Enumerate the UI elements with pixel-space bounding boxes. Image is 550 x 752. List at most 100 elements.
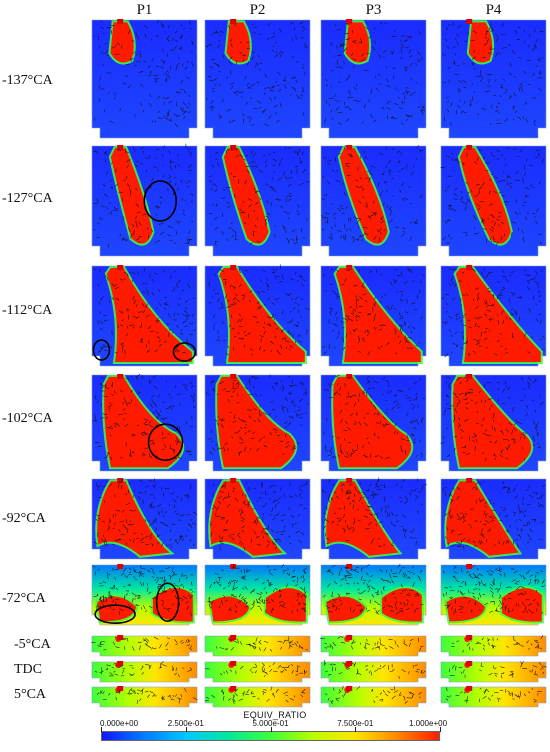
injector-nozzle xyxy=(230,564,237,569)
injector-nozzle xyxy=(346,145,353,150)
contour-panel xyxy=(320,19,427,139)
velocity-vectors xyxy=(319,636,424,652)
velocity-vectors xyxy=(323,563,424,615)
fuel-plume xyxy=(210,588,306,622)
fuel-plume xyxy=(446,588,542,622)
contour-panel xyxy=(204,686,311,708)
injector-nozzle xyxy=(466,635,473,640)
fuel-plume xyxy=(226,22,250,63)
colorbar-tick-label: 1.000e+00 xyxy=(408,719,448,728)
colorbar-tick-label: 7.500e-01 xyxy=(337,719,374,728)
contour-panel xyxy=(204,635,311,657)
injector-nozzle xyxy=(230,686,237,691)
velocity-vectors xyxy=(92,143,194,248)
fuel-plume xyxy=(453,376,532,468)
highlight-ellipse xyxy=(92,339,111,361)
injector-nozzle xyxy=(230,635,237,640)
fuel-plume xyxy=(333,376,412,468)
contour-panel xyxy=(91,478,198,560)
velocity-vectors xyxy=(216,636,309,652)
fuel-plume xyxy=(335,268,421,362)
injector-nozzle xyxy=(346,686,353,691)
contour-panel xyxy=(204,19,311,139)
injector-nozzle xyxy=(346,635,353,640)
velocity-vectors xyxy=(321,267,425,356)
injector-nozzle xyxy=(117,374,124,379)
velocity-vectors xyxy=(93,20,194,128)
row-label: -72°CA xyxy=(2,591,46,606)
velocity-vectors xyxy=(324,21,426,126)
velocity-vectors xyxy=(91,636,193,651)
contour-panel xyxy=(440,686,547,708)
contour-panel xyxy=(91,661,198,683)
contour-panel xyxy=(91,19,198,139)
contour-panel xyxy=(440,564,547,626)
injector-nozzle xyxy=(117,661,124,666)
fuel-plume xyxy=(326,481,399,556)
injector-nozzle xyxy=(117,564,124,569)
fuel-plume xyxy=(110,148,153,244)
velocity-vectors xyxy=(205,662,307,677)
fuel-plume xyxy=(223,148,269,244)
velocity-vectors xyxy=(440,147,544,246)
injector-nozzle xyxy=(230,19,237,24)
injector-nozzle xyxy=(466,564,473,569)
contour-panel xyxy=(320,265,427,367)
contour-panel xyxy=(204,563,311,626)
velocity-vectors xyxy=(96,687,198,704)
column-header-p3: P3 xyxy=(365,2,382,18)
colorbar-tick-mark xyxy=(440,727,441,732)
fuel-plume xyxy=(446,481,519,556)
injector-nozzle xyxy=(466,686,473,691)
injector-nozzle xyxy=(230,661,237,666)
injector-nozzle xyxy=(466,374,473,379)
injector-nozzle xyxy=(230,145,237,150)
colorbar-tick-mark xyxy=(270,727,272,732)
column-header-p4: P4 xyxy=(485,2,502,18)
injector-nozzle xyxy=(117,19,124,24)
velocity-vectors xyxy=(442,22,544,126)
column-headers: P1 P2 P3 P4 xyxy=(0,0,550,22)
velocity-vectors xyxy=(207,481,308,552)
fuel-plume xyxy=(345,22,370,63)
contour-panel xyxy=(319,635,427,657)
legend-title: EQUIV_RATIO xyxy=(243,710,307,720)
contour-panel: ba xyxy=(91,564,198,626)
velocity-vectors xyxy=(442,564,546,615)
contour-panel xyxy=(91,265,198,367)
velocity-vectors xyxy=(205,21,308,127)
velocity-vectors xyxy=(207,563,308,614)
contour-panel xyxy=(440,265,547,367)
velocity-vectors xyxy=(208,147,310,247)
contour-panel xyxy=(91,373,198,472)
velocity-vectors xyxy=(93,267,196,355)
injector-nozzle xyxy=(230,478,237,483)
row-label: 5°CA xyxy=(14,687,47,702)
row-label: -5°CA xyxy=(14,637,51,652)
velocity-vectors xyxy=(93,478,198,548)
injector-nozzle xyxy=(117,265,124,270)
cylinder-domain xyxy=(320,635,427,657)
velocity-vectors xyxy=(92,565,194,617)
cylinder-domain xyxy=(440,19,547,139)
fuel-plume xyxy=(468,22,493,63)
cylinder-domain xyxy=(204,661,311,683)
highlight-ellipse xyxy=(94,604,136,625)
region-marker: b xyxy=(103,594,108,604)
row-label: -127°CA xyxy=(2,191,53,206)
highlight-ellipse xyxy=(155,582,180,623)
fuel-plume xyxy=(217,376,296,468)
row-label: -92°CA xyxy=(2,511,46,526)
injector-nozzle xyxy=(117,635,124,640)
cylinder-domain xyxy=(440,686,547,708)
velocity-vectors xyxy=(94,661,193,678)
colorbar-tick-label: 5.000e-01 xyxy=(252,719,289,728)
contour-panel xyxy=(440,374,547,472)
injector-nozzle xyxy=(346,661,353,666)
velocity-vectors xyxy=(445,687,542,704)
contour-panel xyxy=(440,19,547,139)
column-header-p2: P2 xyxy=(249,2,266,18)
velocity-vectors xyxy=(205,686,306,705)
column-header-p1: P1 xyxy=(136,2,153,18)
